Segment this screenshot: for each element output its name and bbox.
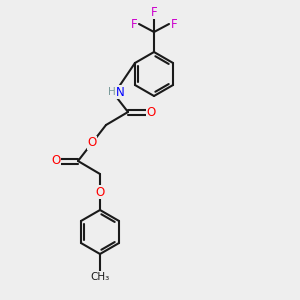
Text: O: O bbox=[146, 106, 156, 118]
Text: O: O bbox=[95, 185, 105, 199]
Text: F: F bbox=[171, 17, 177, 31]
Text: N: N bbox=[116, 85, 124, 98]
Text: O: O bbox=[87, 136, 97, 149]
Text: O: O bbox=[51, 154, 61, 167]
Text: F: F bbox=[131, 17, 137, 31]
Text: H: H bbox=[108, 87, 116, 97]
Text: CH₃: CH₃ bbox=[90, 272, 110, 282]
Text: F: F bbox=[151, 5, 157, 19]
